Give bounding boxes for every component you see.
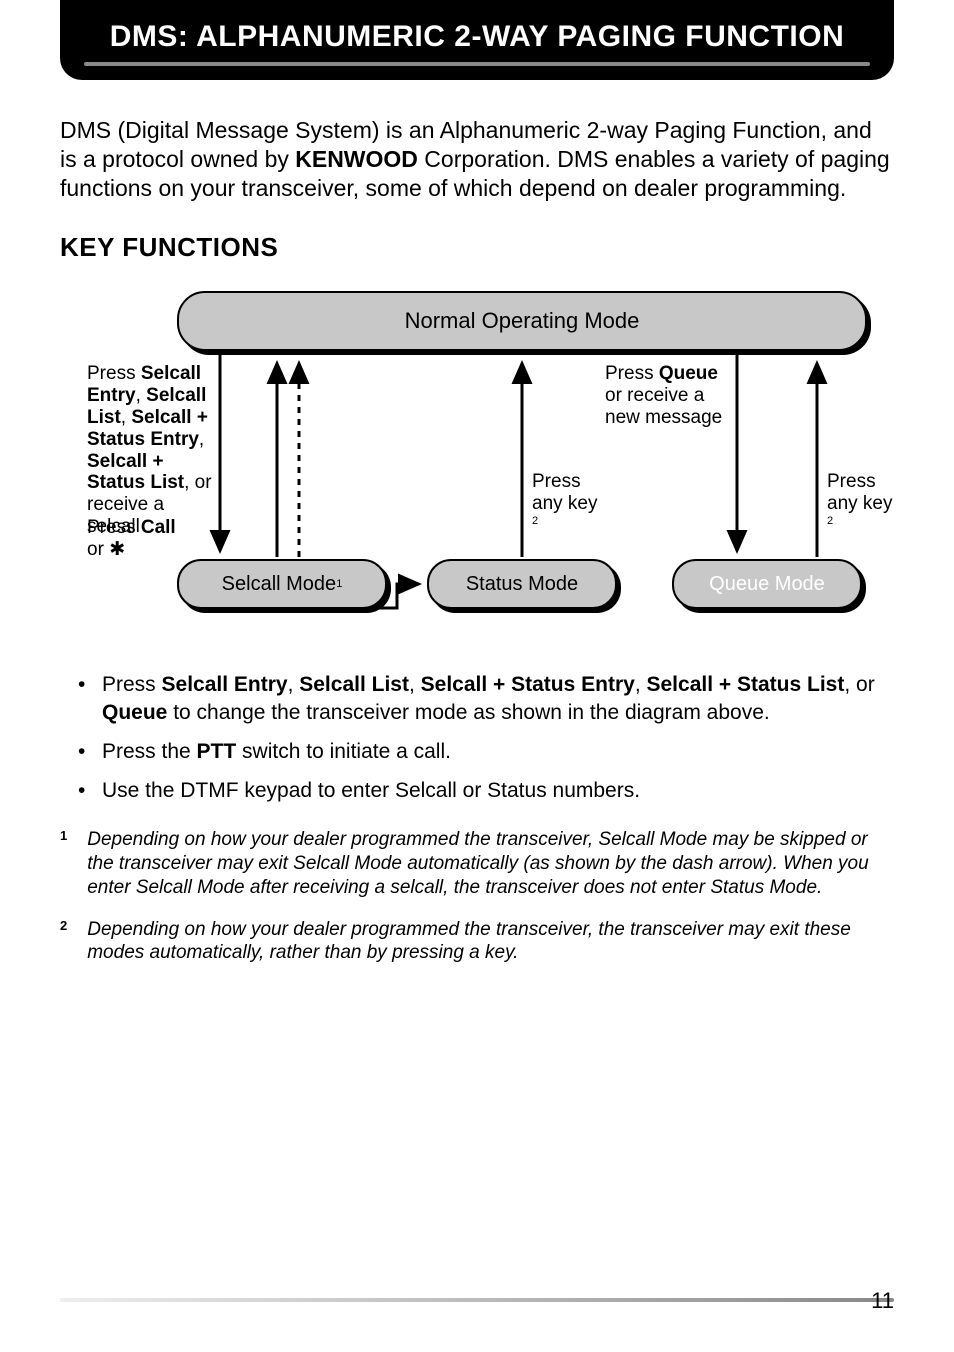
label-left-block: Press Selcall Entry, Selcall List, Selca… (87, 363, 217, 538)
t: or receive a new message (605, 385, 722, 428)
label-press-call: Press Call or ✱ (87, 517, 207, 561)
t: or (87, 539, 109, 560)
t: Press (87, 517, 141, 538)
t: Queue (102, 701, 167, 724)
t: Queue (659, 363, 718, 384)
intro-kenwood: KENWOOD (295, 146, 418, 172)
t: Press any key (532, 471, 597, 514)
t: Selcall + Status List (647, 673, 845, 696)
footer-rule (60, 1298, 894, 1302)
t: , (288, 673, 300, 696)
bullet-1: Press Selcall Entry, Selcall List, Selca… (78, 671, 894, 726)
t: Press (605, 363, 659, 384)
bullet-2: Press the PTT switch to initiate a call. (78, 738, 894, 765)
t: switch to initiate a call. (236, 740, 451, 763)
node-selcall-mode: Selcall Mode 1 (177, 559, 387, 609)
node-queue-mode: Queue Mode (672, 559, 862, 609)
page-number: 11 (871, 1288, 894, 1314)
bullet-list: Press Selcall Entry, Selcall List, Selca… (78, 671, 894, 804)
node-status-mode: Status Mode (427, 559, 617, 609)
node-selcall-label: Selcall Mode (222, 573, 337, 596)
t: Selcall + Status List (87, 451, 184, 494)
t: Press (87, 363, 141, 384)
footnote-2: 2 Depending on how your dealer programme… (60, 918, 894, 966)
label-queue-anykey: Press any key 2 (827, 471, 897, 537)
mode-diagram: Normal Operating Mode Selcall Mode 1 Sta… (87, 291, 867, 631)
t: 2 (827, 515, 833, 527)
page-title-header: DMS: ALPHANUMERIC 2-WAY PAGING FUNCTION (60, 0, 894, 80)
t: , (635, 673, 647, 696)
t: , (199, 429, 204, 450)
t: Selcall List (299, 673, 409, 696)
node-selcall-sup: 1 (336, 578, 342, 590)
t: , (136, 385, 147, 406)
t: Selcall + Status Entry (421, 673, 635, 696)
t: to change the transceiver mode as shown … (167, 701, 769, 724)
t: Selcall Entry (162, 673, 288, 696)
footnote-1-text: Depending on how your dealer programmed … (87, 828, 894, 899)
bullet-3: Use the DTMF keypad to enter Selcall or … (78, 777, 894, 804)
footnote-1: 1 Depending on how your dealer programme… (60, 828, 894, 899)
t: 2 (532, 515, 538, 527)
t: Press the (102, 740, 197, 763)
intro-paragraph: DMS (Digital Message System) is an Alpha… (60, 116, 894, 202)
t: PTT (197, 740, 237, 763)
label-status-anykey: Press any key 2 (532, 471, 602, 537)
t: Press (102, 673, 162, 696)
star-icon: ✱ (109, 539, 125, 560)
footnote-2-text: Depending on how your dealer programmed … (87, 918, 894, 966)
node-normal-mode: Normal Operating Mode (177, 291, 867, 351)
section-title: KEY FUNCTIONS (60, 232, 894, 263)
footnote-2-num: 2 (60, 918, 67, 966)
label-queue-down: Press Queue or receive a new message (605, 363, 735, 429)
t: , (121, 407, 132, 428)
title-underline (84, 62, 870, 66)
footnote-1-num: 1 (60, 828, 67, 899)
t: Call (141, 517, 176, 538)
t: , (409, 673, 421, 696)
node-queue-label: Queue Mode (709, 573, 825, 596)
t: , or (844, 673, 874, 696)
node-normal-label: Normal Operating Mode (405, 308, 640, 334)
t: Press any key (827, 471, 892, 514)
page-title: DMS: ALPHANUMERIC 2-WAY PAGING FUNCTION (60, 20, 894, 54)
node-status-label: Status Mode (466, 573, 578, 596)
